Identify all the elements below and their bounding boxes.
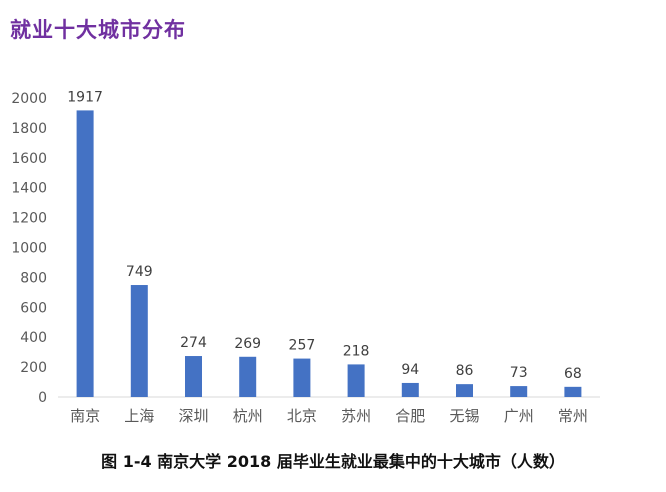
bar — [130, 285, 148, 397]
bar — [185, 356, 202, 397]
y-tick-label: 2000 — [11, 91, 47, 107]
bar — [76, 110, 94, 397]
bar-value-label: 269 — [234, 336, 261, 352]
bars — [76, 110, 582, 397]
bar-value-label: 218 — [343, 343, 370, 359]
x-category-label: 无锡 — [449, 407, 479, 425]
bar-value-label: 274 — [180, 335, 207, 351]
x-category-label: 南京 — [70, 407, 100, 425]
y-tick-label: 200 — [20, 360, 47, 376]
chart-title: 就业十大城市分布 — [10, 18, 186, 42]
y-tick-label: 600 — [20, 300, 47, 316]
bar-value-label: 86 — [456, 363, 474, 379]
bar — [564, 386, 582, 397]
bar-value-label: 749 — [126, 264, 153, 280]
y-tick-label: 400 — [20, 330, 47, 346]
x-category-label: 杭州 — [233, 407, 263, 425]
x-category-label: 上海 — [124, 407, 154, 425]
y-tick-label: 1000 — [11, 241, 47, 257]
bar — [510, 386, 528, 397]
bar — [456, 384, 473, 397]
y-tick-label: 1400 — [11, 181, 47, 197]
x-category-label: 合肥 — [395, 407, 425, 425]
y-axis-tick-labels: 0 200 400 600 800 1000 1200 1400 1600 1800 2000 — [11, 91, 47, 406]
y-tick-label: 1600 — [11, 151, 47, 167]
x-category-label: 常州 — [558, 407, 588, 425]
bar — [347, 364, 365, 397]
bar-chart: 0 200 400 600 800 1000 1200 1400 1600 1800 2000 19… — [11, 89, 600, 425]
y-tick-label: 1200 — [11, 211, 47, 227]
x-axis-category-labels: 南京 上海 深圳 杭州 北京 苏州 合肥 无锡 广州 常州 — [70, 407, 588, 425]
bar — [239, 356, 257, 397]
y-tick-label: 1800 — [11, 121, 47, 137]
y-tick-label: 0 — [38, 390, 47, 406]
bar — [401, 382, 419, 397]
x-category-label: 广州 — [504, 407, 534, 425]
x-category-label: 北京 — [287, 407, 317, 425]
bar-value-label: 73 — [510, 365, 528, 381]
x-category-label: 深圳 — [178, 407, 208, 425]
data-labels: 1917 749 274 269 257 218 94 86 73 68 — [67, 89, 582, 381]
bar-value-label: 94 — [401, 362, 419, 378]
bar-value-label: 68 — [564, 366, 582, 382]
bar — [293, 358, 311, 397]
bar-value-label: 1917 — [67, 89, 103, 105]
bar-value-label: 257 — [289, 338, 316, 354]
x-category-label: 苏州 — [341, 407, 371, 425]
y-tick-label: 800 — [20, 270, 47, 286]
figure-caption: 图 1-4 南京大学 2018 届毕业生就业最集中的十大城市（人数） — [101, 452, 565, 471]
